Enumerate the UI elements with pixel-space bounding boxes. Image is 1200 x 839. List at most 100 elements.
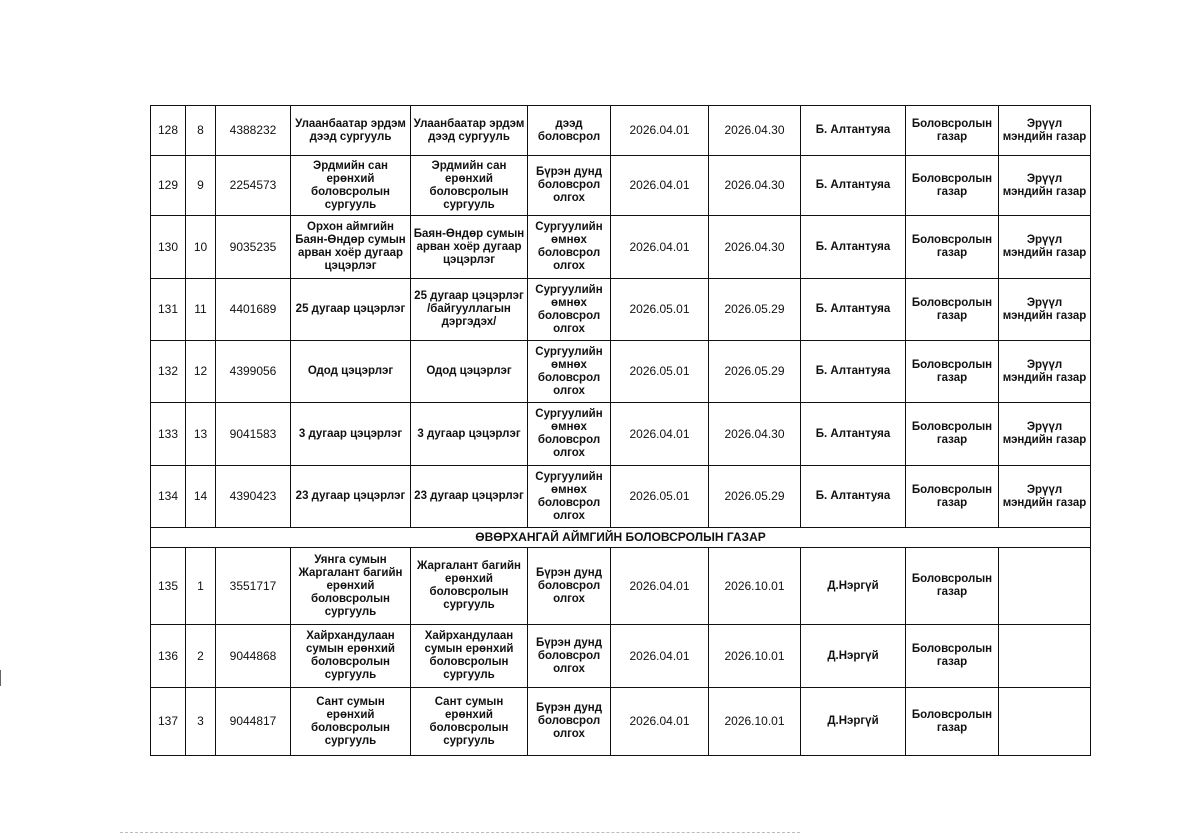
cell-dept: Боловсролын газар bbox=[905, 340, 999, 403]
cell-other bbox=[998, 547, 1091, 625]
cell-end: 2026.10.01 bbox=[708, 624, 801, 688]
cell-level: Бүрэн дунд боловсрол олгох bbox=[527, 624, 611, 688]
cell-no: 134 bbox=[150, 465, 186, 528]
cell-person: Б. Алтантуяа bbox=[800, 215, 906, 279]
cell-level: Бүрэн дунд боловсрол олгох bbox=[527, 155, 611, 216]
cell-person: Б. Алтантуяа bbox=[800, 465, 906, 528]
cell-end: 2026.05.29 bbox=[708, 465, 801, 528]
cell-org: Сант сумын ерөнхий боловсролын сургууль bbox=[410, 687, 528, 756]
cell-name: 25 дугаар цэцэрлэг bbox=[290, 278, 411, 341]
cell-org: Эрдмийн сан ерөнхий боловсролын сургууль bbox=[410, 155, 528, 216]
scan-margin-mark bbox=[0, 670, 5, 686]
cell-no: 130 bbox=[150, 215, 186, 279]
cell-end: 2026.05.29 bbox=[708, 340, 801, 403]
cell-org: 25 дугаар цэцэрлэг /байгууллагын дэргэдэ… bbox=[410, 278, 528, 341]
cell-sub: 11 bbox=[185, 278, 216, 341]
cell-end: 2026.04.30 bbox=[708, 402, 801, 466]
cell-other: Эрүүл мэндийн газар bbox=[998, 155, 1091, 216]
cell-sub: 10 bbox=[185, 215, 216, 279]
cell-code: 4388232 bbox=[215, 105, 291, 156]
cell-code: 2254573 bbox=[215, 155, 291, 216]
cell-other: Эрүүл мэндийн газар bbox=[998, 340, 1091, 403]
cell-start: 2026.04.01 bbox=[610, 687, 709, 756]
table-row: 133 13 9041583 3 дугаар цэцэрлэг 3 дугаар цэ… bbox=[150, 402, 1091, 466]
table-row: 135 1 3551717 Уянга сумын Жаргалант багийн … bbox=[150, 547, 1091, 625]
cell-other: Эрүүл мэндийн газар bbox=[998, 465, 1091, 528]
cell-end: 2026.05.29 bbox=[708, 278, 801, 341]
cell-dept: Боловсролын газар bbox=[905, 687, 999, 756]
cell-end: 2026.04.30 bbox=[708, 155, 801, 216]
cell-org: 3 дугаар цэцэрлэг bbox=[410, 402, 528, 466]
cell-no: 129 bbox=[150, 155, 186, 216]
section-header-row: ӨВӨРХАНГАЙ АЙМГИЙН БОЛОВСРОЛЫН ГАЗАР bbox=[150, 527, 1091, 548]
cell-person: Б. Алтантуяа bbox=[800, 340, 906, 403]
cell-start: 2026.04.01 bbox=[610, 624, 709, 688]
cell-other bbox=[998, 624, 1091, 688]
cell-name: Уянга сумын Жаргалант багийн ерөнхий бол… bbox=[290, 547, 411, 625]
cell-no: 137 bbox=[150, 687, 186, 756]
table-row: 129 9 2254573 Эрдмийн сан ерөнхий боловсрол… bbox=[150, 155, 1091, 216]
cell-start: 2026.05.01 bbox=[610, 340, 709, 403]
cell-person: Д.Нэргүй bbox=[800, 687, 906, 756]
cell-no: 135 bbox=[150, 547, 186, 625]
cell-level: Бүрэн дунд боловсрол олгох bbox=[527, 547, 611, 625]
cell-name: Улаанбаатар эрдэм дээд сургууль bbox=[290, 105, 411, 156]
cell-no: 136 bbox=[150, 624, 186, 688]
cell-dept: Боловсролын газар bbox=[905, 624, 999, 688]
cell-level: дээд боловсрол bbox=[527, 105, 611, 156]
cell-start: 2026.04.01 bbox=[610, 155, 709, 216]
cell-no: 132 bbox=[150, 340, 186, 403]
cell-level: Сургуулийн өмнөх боловсрол олгох bbox=[527, 278, 611, 341]
cell-no: 128 bbox=[150, 105, 186, 156]
cell-sub: 12 bbox=[185, 340, 216, 403]
table-row: 132 12 4399056 Одод цэцэрлэг Одод цэцэрлэг Су… bbox=[150, 340, 1091, 403]
cell-dept: Боловсролын газар bbox=[905, 155, 999, 216]
table-row: 131 11 4401689 25 дугаар цэцэрлэг 25 дугаар … bbox=[150, 278, 1091, 341]
cell-end: 2026.10.01 bbox=[708, 687, 801, 756]
table-row: 128 8 4388232 Улаанбаатар эрдэм дээд сургуу… bbox=[150, 105, 1091, 156]
cell-org: Жаргалант багийн ерөнхий боловсролын сур… bbox=[410, 547, 528, 625]
cell-no: 133 bbox=[150, 402, 186, 466]
cell-dept: Боловсролын газар bbox=[905, 465, 999, 528]
cell-other bbox=[998, 687, 1091, 756]
scan-bottom-edge bbox=[120, 832, 800, 833]
cell-start: 2026.04.01 bbox=[610, 402, 709, 466]
cell-name: Сант сумын ерөнхий боловсролын сургууль bbox=[290, 687, 411, 756]
cell-person: Б. Алтантуяа bbox=[800, 402, 906, 466]
cell-start: 2026.04.01 bbox=[610, 215, 709, 279]
cell-org: Баян-Өндөр сумын арван хоёр дугаар цэцэр… bbox=[410, 215, 528, 279]
cell-other: Эрүүл мэндийн газар bbox=[998, 105, 1091, 156]
cell-level: Сургуулийн өмнөх боловсрол олгох bbox=[527, 340, 611, 403]
cell-person: Д.Нэргүй bbox=[800, 547, 906, 625]
section-title: ӨВӨРХАНГАЙ АЙМГИЙН БОЛОВСРОЛЫН ГАЗАР bbox=[150, 527, 1091, 548]
cell-end: 2026.04.30 bbox=[708, 215, 801, 279]
cell-person: Б. Алтантуяа bbox=[800, 155, 906, 216]
cell-sub: 3 bbox=[185, 687, 216, 756]
cell-code: 4390423 bbox=[215, 465, 291, 528]
cell-org: Улаанбаатар эрдэм дээд сургууль bbox=[410, 105, 528, 156]
cell-code: 9041583 bbox=[215, 402, 291, 466]
cell-sub: 14 bbox=[185, 465, 216, 528]
cell-name: Орхон аймгийн Баян-Өндөр сумын арван хоё… bbox=[290, 215, 411, 279]
cell-name: 3 дугаар цэцэрлэг bbox=[290, 402, 411, 466]
cell-code: 4401689 bbox=[215, 278, 291, 341]
cell-person: Б. Алтантуяа bbox=[800, 278, 906, 341]
cell-start: 2026.05.01 bbox=[610, 278, 709, 341]
cell-level: Сургуулийн өмнөх боловсрол олгох bbox=[527, 465, 611, 528]
cell-end: 2026.04.30 bbox=[708, 105, 801, 156]
cell-no: 131 bbox=[150, 278, 186, 341]
cell-org: 23 дугаар цэцэрлэг bbox=[410, 465, 528, 528]
cell-level: Сургуулийн өмнөх боловсрол олгох bbox=[527, 215, 611, 279]
table-row: 130 10 9035235 Орхон аймгийн Баян-Өндөр сум… bbox=[150, 215, 1091, 279]
cell-other: Эрүүл мэндийн газар bbox=[998, 215, 1091, 279]
table-row: 137 3 9044817 Сант сумын ерөнхий боловсролы… bbox=[150, 687, 1091, 756]
cell-end: 2026.10.01 bbox=[708, 547, 801, 625]
cell-dept: Боловсролын газар bbox=[905, 105, 999, 156]
cell-org: Хайрхандулаан сумын ерөнхий боловсролын … bbox=[410, 624, 528, 688]
cell-sub: 9 bbox=[185, 155, 216, 216]
cell-start: 2026.04.01 bbox=[610, 105, 709, 156]
cell-code: 9044817 bbox=[215, 687, 291, 756]
cell-sub: 1 bbox=[185, 547, 216, 625]
cell-name: Эрдмийн сан ерөнхий боловсролын сургууль bbox=[290, 155, 411, 216]
cell-level: Бүрэн дунд боловсрол олгох bbox=[527, 687, 611, 756]
